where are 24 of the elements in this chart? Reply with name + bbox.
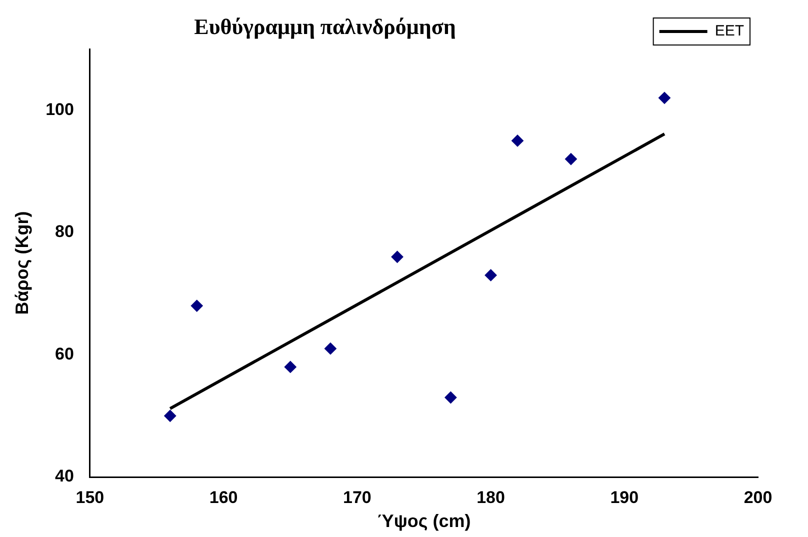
point <box>484 269 497 282</box>
point <box>190 300 203 312</box>
y-tick-label: 60 <box>55 344 74 364</box>
point <box>284 360 296 373</box>
point <box>658 92 670 104</box>
point <box>324 342 336 355</box>
x-axis-title: Ύψος (cm) <box>377 511 471 532</box>
x-tick-label: 200 <box>744 488 772 507</box>
y-tick-label: 40 <box>55 466 74 486</box>
point <box>164 410 176 422</box>
legend-label: EET <box>714 22 744 40</box>
x-tick-label: 160 <box>209 488 238 507</box>
y-axis-title: Βάρος (Kgr) <box>12 211 32 315</box>
y-tick-label: 80 <box>55 222 74 242</box>
y-tick-label: 100 <box>46 100 74 119</box>
point <box>391 250 404 263</box>
point <box>512 134 524 147</box>
point <box>564 153 577 166</box>
x-tick-label: 170 <box>342 488 372 507</box>
x-tick-label: 190 <box>610 488 639 507</box>
x-tick-label: 180 <box>476 488 505 507</box>
x-tick-label: 150 <box>76 488 104 507</box>
chart-title: Ευθύγραμμη παλινδρόμηση <box>193 14 457 40</box>
point <box>444 392 457 404</box>
